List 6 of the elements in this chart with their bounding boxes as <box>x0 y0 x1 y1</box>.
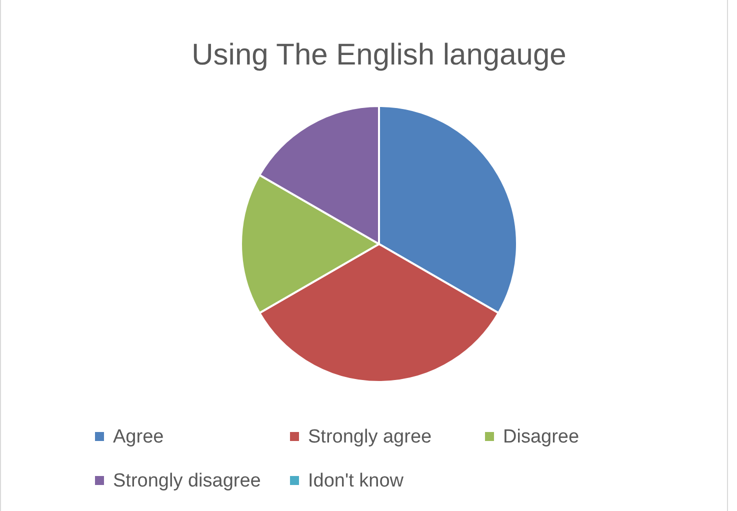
legend-label: Idon't know <box>308 470 404 492</box>
legend-label: Agree <box>113 426 164 448</box>
legend-label: Disagree <box>503 426 580 448</box>
chart-title: Using The English langauge <box>192 38 566 72</box>
legend-label: Strongly disagree <box>113 470 261 492</box>
legend-label: Strongly agree <box>308 426 432 448</box>
